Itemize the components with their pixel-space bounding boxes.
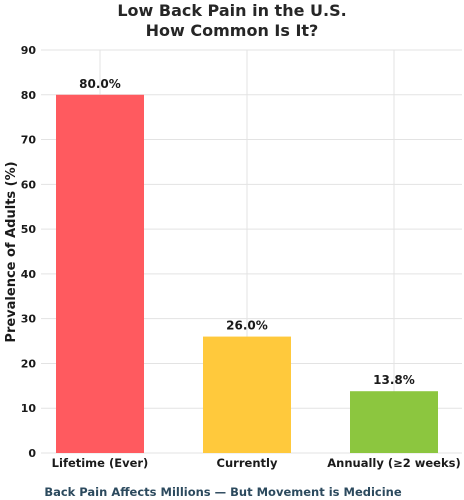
label-layer: 0 10 20 30 40 50 60 70 80 90 80.0% Lifetime (Ever) 2… <box>21 44 461 470</box>
chart-title-line-2: How Common Is It? <box>146 21 319 40</box>
y-tick-label: 30 <box>21 313 37 326</box>
x-tick-label: Lifetime (Ever) <box>52 456 149 470</box>
y-tick-label: 20 <box>21 357 37 370</box>
x-tick-label: Annually (≥2 weeks) <box>327 456 460 470</box>
bar-value-label: 13.8% <box>373 373 415 387</box>
y-tick-label: 80 <box>21 89 37 102</box>
x-tick-label: Currently <box>217 456 278 470</box>
bar <box>56 94 144 454</box>
bar-value-label: 26.0% <box>226 319 268 333</box>
y-tick-label: 70 <box>21 134 37 147</box>
y-tick-label: 60 <box>21 178 37 191</box>
y-tick-label: 40 <box>21 268 37 281</box>
y-axis-label: Prevalence of Adults (%) <box>4 161 19 342</box>
bar-layer <box>56 94 438 454</box>
bar <box>350 391 438 453</box>
y-tick-label: 0 <box>28 447 36 460</box>
chart-title-line-1: Low Back Pain in the U.S. <box>117 1 346 20</box>
y-tick-label: 10 <box>21 402 37 415</box>
y-tick-label: 50 <box>21 223 37 236</box>
chart-footer: Back Pain Affects Millions — But Movemen… <box>44 485 402 499</box>
bar-value-label: 80.0% <box>79 77 121 91</box>
y-tick-label: 90 <box>21 44 37 57</box>
bar <box>203 336 291 453</box>
